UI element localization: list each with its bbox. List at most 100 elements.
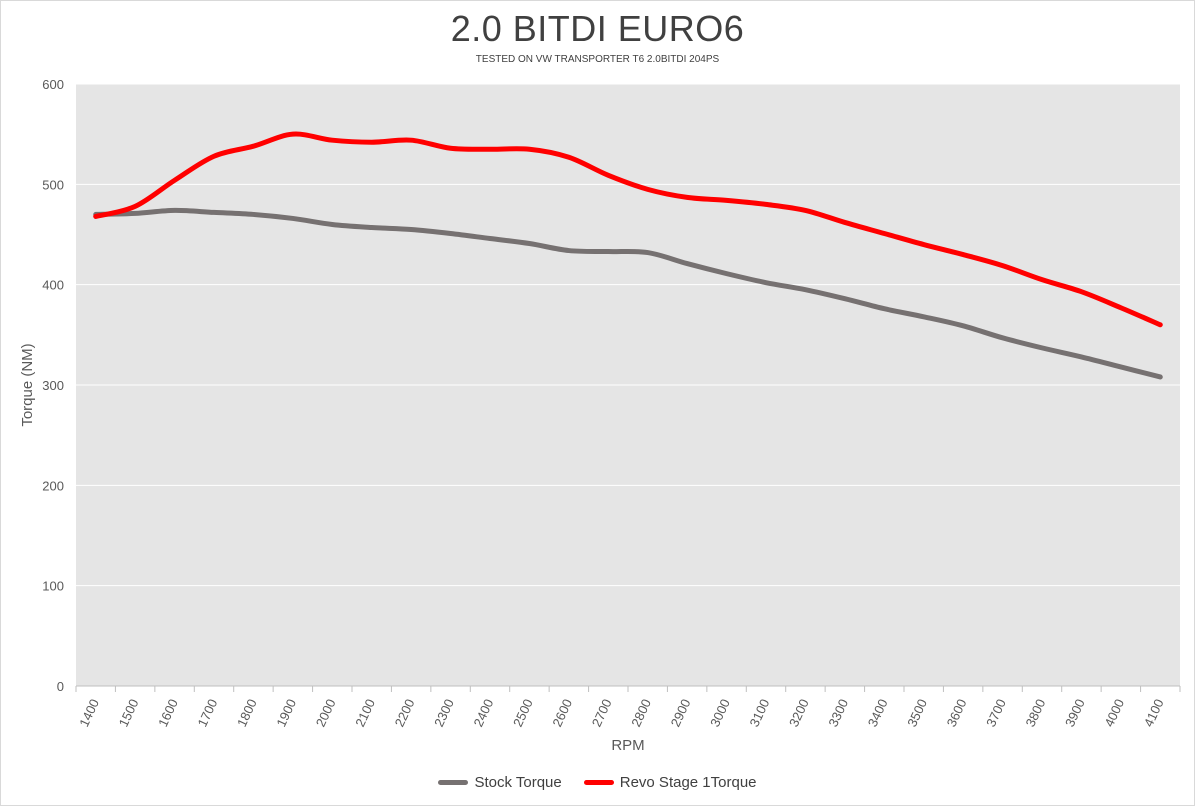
data-point [292,134,293,135]
x-tick-label: 2500 [510,697,536,730]
data-point [1120,307,1121,308]
data-point [332,140,333,141]
data-point [963,254,964,255]
data-point [766,204,767,205]
data-point [450,148,451,149]
y-tick-label: 500 [42,177,64,192]
legend-swatch-revo [583,780,614,785]
data-point [253,214,254,215]
x-tick-label: 2800 [628,697,654,730]
data-point [923,316,924,317]
data-point [371,227,372,228]
data-point [450,233,451,234]
data-point [1081,291,1082,292]
y-tick-label: 600 [42,77,64,92]
x-tick-label: 4000 [1101,697,1127,730]
x-tick-label: 2300 [431,697,457,730]
y-axis-label: Torque (NM) [19,343,36,426]
x-tick-label: 2700 [589,697,615,730]
data-point [292,218,293,219]
x-tick-label: 3800 [1023,697,1049,730]
data-point [214,156,215,157]
series-lines [93,131,1163,380]
data-point [490,238,491,239]
data-point [1002,337,1003,338]
series-line-stock-torque [93,207,1163,380]
data-point [647,189,648,190]
axes [75,685,1181,692]
x-axis-label: RPM [611,737,644,754]
x-tick-label: 2400 [471,697,497,730]
data-point [687,197,688,198]
x-tick-label: 3000 [707,697,733,730]
x-tick-label: 1800 [234,697,260,730]
x-tick-label: 3500 [904,697,930,730]
y-tick-label: 400 [42,278,64,293]
data-point [174,180,175,181]
data-point [884,233,885,234]
x-tick-label: 1500 [116,697,142,730]
data-point [766,282,767,283]
legend-label-stock: Stock Torque [474,774,562,791]
x-tick-label: 2200 [392,697,418,730]
x-tick-label: 3100 [747,697,773,730]
chart-subtitle: TESTED ON VW TRANSPORTER T6 2.0BITDI 204… [475,54,720,65]
y-tick-label: 200 [42,478,64,493]
data-point [1120,366,1121,367]
data-point [884,308,885,309]
data-point [174,210,175,211]
y-tick-label: 0 [57,679,64,694]
data-point [1042,347,1043,348]
data-point [923,244,924,245]
series-line-revo-torque [93,131,1163,328]
data-point [135,213,136,214]
data-point [568,157,569,158]
y-tick-label: 300 [42,378,64,393]
data-point [1042,279,1043,280]
chart-title: 2.0 BITDI EURO6 [450,8,745,49]
x-tick-label: 3400 [865,697,891,730]
data-point [844,298,845,299]
data-point [568,250,569,251]
data-point [411,229,412,230]
data-point [805,289,806,290]
data-point [726,200,727,201]
data-point [844,222,845,223]
x-tick-label: 4100 [1141,697,1167,730]
data-point [647,252,648,253]
data-point [95,216,96,217]
legend-swatch-stock [438,780,469,785]
x-tick-label: 2600 [549,697,575,730]
data-point [253,146,254,147]
x-tick-label: 3300 [825,697,851,730]
legend-label-revo: Revo Stage 1Torque [619,774,757,791]
data-point [1002,265,1003,266]
gridlines [76,83,1180,587]
y-tick-label: 100 [42,579,64,594]
data-point [1160,376,1161,377]
data-point [608,175,609,176]
data-point [805,210,806,211]
data-point [135,206,136,207]
x-tick-label: 3200 [786,697,812,730]
x-tick-label: 1600 [155,697,181,730]
data-point [1160,324,1161,325]
data-point [371,142,372,143]
legend: Stock Torque Revo Stage 1Torque [0,774,1195,791]
x-tick-labels: 1400 1500 1600 1700 1800 1900 2000 2100 2200 2300… [76,697,1166,730]
x-tick-label: 2000 [313,697,339,730]
x-tick-label: 3600 [944,697,970,730]
data-point [608,251,609,252]
x-tick-label: 1900 [273,697,299,730]
x-tick-label: 3700 [983,697,1009,730]
x-tick-label: 3900 [1062,697,1088,730]
y-tick-labels: 0 100 200 300 400 500 600 [42,77,64,694]
data-point [529,243,530,244]
legend-item-revo: Revo Stage 1Torque [583,774,757,791]
x-tick-label: 1700 [195,697,221,730]
data-point [687,263,688,264]
data-point [214,212,215,213]
x-tick-label: 1400 [76,697,102,730]
data-point [411,140,412,141]
